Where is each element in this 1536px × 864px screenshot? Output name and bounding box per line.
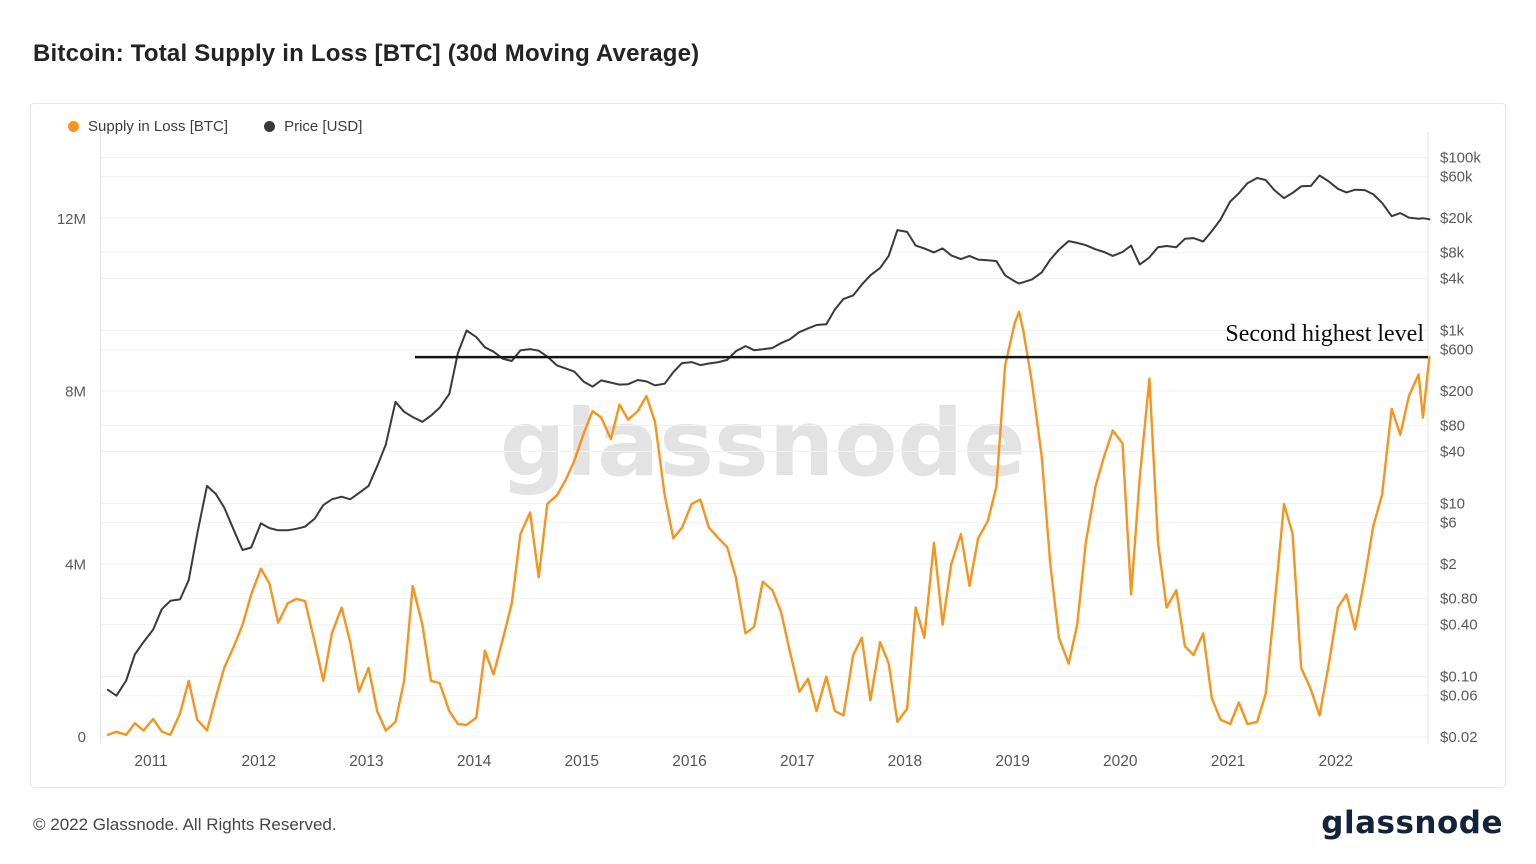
x-axis-tick-label: 2013 bbox=[349, 753, 383, 770]
x-axis-tick-label: 2017 bbox=[780, 753, 814, 770]
chart-legend: Supply in Loss [BTC] Price [USD] bbox=[68, 118, 362, 135]
x-axis-tick-label: 2019 bbox=[995, 753, 1029, 770]
footer-copyright: © 2022 Glassnode. All Rights Reserved. bbox=[33, 815, 337, 834]
glassnode-watermark: glassnode bbox=[499, 390, 1026, 497]
x-axis-tick-label: 2015 bbox=[565, 753, 599, 770]
y-axis-right-tick-label: $600 bbox=[1440, 342, 1473, 359]
y-axis-left-tick-label: 12M bbox=[57, 211, 86, 228]
price-legend-label: Price [USD] bbox=[284, 118, 363, 135]
y-axis-left-tick-label: 0 bbox=[78, 729, 86, 746]
y-axis-right-tick-label: $0.02 bbox=[1440, 729, 1478, 746]
y-axis-right-tick-label: $4k bbox=[1440, 271, 1465, 288]
glassnode-logo[interactable]: glassnode bbox=[1321, 805, 1503, 841]
y-axis-right-tick-label: $0.06 bbox=[1440, 688, 1478, 705]
supply-legend-label: Supply in Loss [BTC] bbox=[88, 118, 229, 135]
page-title: Bitcoin: Total Supply in Loss [BTC] (30d… bbox=[33, 40, 700, 67]
annotation-text: Second highest level bbox=[1225, 321, 1424, 347]
y-axis-right-tick-label: $40 bbox=[1440, 444, 1465, 461]
supply-in-loss-line bbox=[106, 310, 1431, 736]
y-axis-right-tick-label: $2 bbox=[1440, 556, 1457, 573]
y-axis-right-tick-label: $20k bbox=[1440, 210, 1473, 227]
y-axis-right-tick-label: $10 bbox=[1440, 496, 1465, 513]
x-axis-tick-label: 2011 bbox=[134, 753, 167, 770]
y-axis-right-tick-label: $8k bbox=[1440, 244, 1465, 261]
x-axis-tick-label: 2012 bbox=[241, 753, 275, 770]
y-axis-right-tick-label: $60k bbox=[1440, 169, 1473, 186]
y-axis-right-tick-label: $0.40 bbox=[1440, 617, 1478, 634]
legend-item-supply-in-loss[interactable]: Supply in Loss [BTC] bbox=[68, 118, 228, 135]
x-axis-tick-label: 2016 bbox=[672, 753, 706, 770]
y-axis-left-tick-label: 8M bbox=[65, 384, 86, 401]
legend-item-price[interactable]: Price [USD] bbox=[264, 118, 362, 135]
y-axis-right-tick-label: $80 bbox=[1440, 417, 1465, 434]
supply-legend-dot bbox=[68, 121, 79, 132]
y-axis-right-tick-label: $100k bbox=[1440, 150, 1481, 167]
y-axis-right-tick-label: $1k bbox=[1440, 323, 1465, 340]
y-axis-right-tick-label: $6 bbox=[1440, 515, 1457, 532]
chart-card bbox=[30, 103, 1506, 788]
x-axis-tick-label: 2020 bbox=[1103, 753, 1138, 770]
x-axis-tick-label: 2014 bbox=[457, 753, 492, 770]
x-axis-tick-label: 2018 bbox=[888, 753, 922, 770]
x-axis-tick-label: 2022 bbox=[1318, 753, 1352, 770]
y-axis-right-tick-label: $200 bbox=[1440, 383, 1473, 400]
price-legend-dot bbox=[264, 121, 276, 132]
price-line bbox=[106, 174, 1431, 697]
x-axis-tick-label: 2021 bbox=[1211, 753, 1245, 770]
y-axis-left-tick-label: 4M bbox=[65, 556, 86, 573]
y-axis-right-tick-label: $0.80 bbox=[1440, 590, 1478, 607]
y-axis-right-tick-label: $0.10 bbox=[1440, 669, 1478, 686]
